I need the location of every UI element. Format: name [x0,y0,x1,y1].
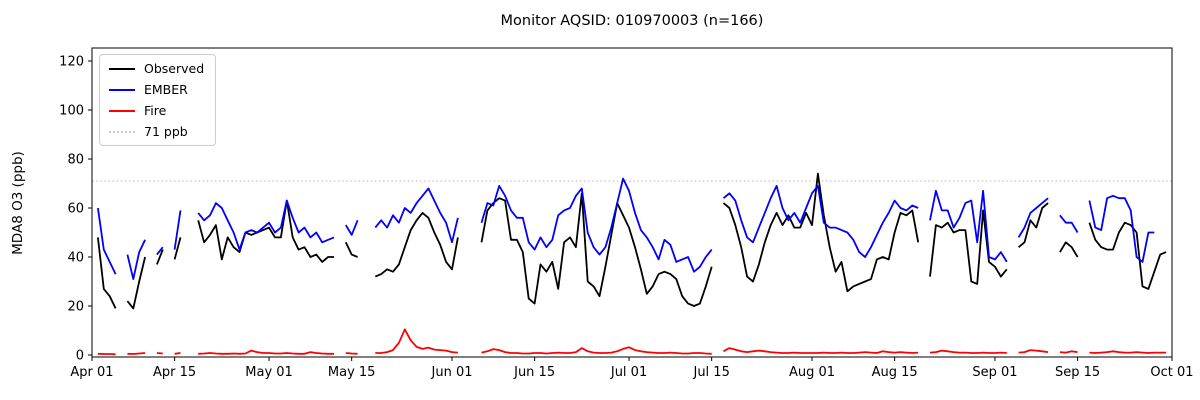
x-tick-label: May 15 [328,365,376,380]
x-tick-label: Jun 01 [431,365,473,380]
y-tick-label: 80 [67,153,84,168]
series-line-ember [97,177,1155,280]
x-tick-label: Sep 15 [1055,365,1100,380]
x-tick-label: Aug 15 [872,365,918,380]
y-tick-label: 120 [59,55,84,70]
x-tick-label: Apr 01 [70,365,113,380]
x-tick-label: Jul 15 [692,365,729,380]
legend-label-observed: Observed [144,61,205,76]
legend-item-fire: Fire [109,103,204,118]
legend-item-threshold: 71 ppb [109,124,204,139]
legend-label-ember: EMBER [144,82,188,97]
legend-label-threshold: 71 ppb [144,124,188,139]
y-tick-label: 40 [67,251,84,266]
legend-item-ember: EMBER [109,82,204,97]
x-tick-label: Jun 15 [513,365,555,380]
observed-line-swatch [109,67,135,70]
x-tick-label: Oct 01 [1150,365,1193,380]
fire-line-swatch [109,109,135,112]
x-tick-label: Jul 01 [610,365,647,380]
y-tick-label: 60 [67,202,84,217]
x-tick-label: May 01 [245,365,293,380]
y-tick-label: 0 [76,349,84,364]
x-tick-label: Aug 01 [789,365,835,380]
threshold-line-swatch [109,130,135,133]
y-tick-label: 20 [67,300,84,315]
axes-frame [91,47,1173,358]
legend-label-fire: Fire [144,103,167,118]
x-tick-label: Sep 01 [972,365,1017,380]
legend-item-observed: Observed [109,61,204,76]
series-line-fire [97,328,1167,356]
y-tick-label: 100 [59,104,84,119]
series-line-observed [97,172,1167,310]
chart-title: Monitor AQSID: 010970003 (n=166) [500,13,764,29]
ember-line-swatch [109,88,135,91]
x-tick-label: Apr 15 [153,365,196,380]
legend: Observed EMBER Fire 71 ppb [99,54,217,146]
